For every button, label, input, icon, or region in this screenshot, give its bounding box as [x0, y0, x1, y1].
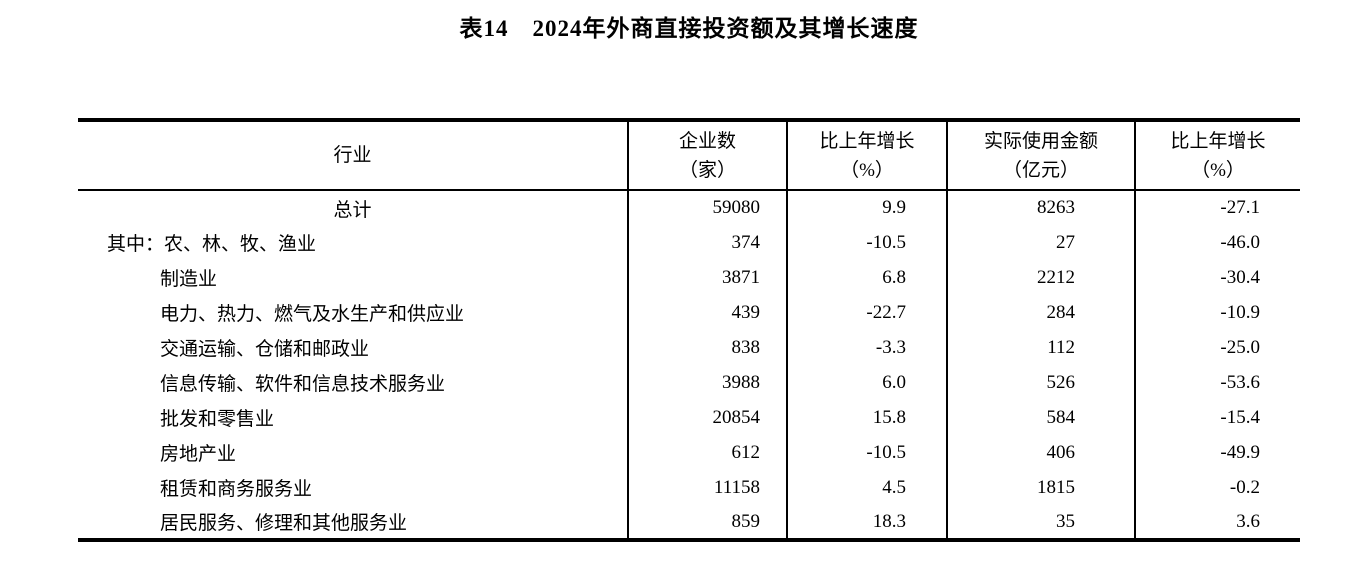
industry-label: 信息传输、软件和信息技术服务业	[160, 374, 446, 395]
industry-label: 其中：农、林、牧、渔业	[107, 234, 317, 255]
value-cell: -15.4	[1134, 400, 1300, 435]
value-cell: 838	[627, 330, 787, 365]
value-cell: 406	[946, 435, 1135, 470]
industry-label: 居民服务、修理和其他服务业	[160, 513, 408, 534]
table-header: 行业 企业数 （家） 比上年增长 （%） 实际使用金额 （亿元） 比上年增长 （%）	[78, 120, 1300, 191]
header-label-line2: （亿元）	[1002, 159, 1079, 181]
value-cell: -3.3	[786, 330, 947, 365]
value-cell: 9.9	[786, 190, 947, 225]
value-cell: -22.7	[786, 295, 947, 330]
value-cell: 112	[946, 330, 1135, 365]
table-row: 批发和零售业 20854 15.8 584 -15.4	[78, 400, 1300, 435]
table-row: 交通运输、仓储和邮政业 838 -3.3 112 -25.0	[78, 330, 1300, 365]
value-cell: 35	[946, 505, 1135, 540]
value-cell: 284	[946, 295, 1135, 330]
header-label-line1: 企业数	[678, 130, 736, 152]
value-cell: 584	[946, 400, 1135, 435]
value-cell: 439	[627, 295, 787, 330]
industry-label: 批发和零售业	[160, 409, 275, 430]
value-cell: 15.8	[786, 400, 947, 435]
col-header-enterprise-count: 企业数 （家）	[627, 120, 787, 191]
value-cell: 3988	[627, 365, 787, 400]
header-row: 行业 企业数 （家） 比上年增长 （%） 实际使用金额 （亿元） 比上年增长 （%）	[78, 120, 1300, 191]
value-cell: -27.1	[1134, 190, 1300, 225]
value-cell: 1815	[946, 470, 1135, 505]
industry-label: 制造业	[160, 269, 218, 290]
header-label-line2: （%）	[840, 159, 894, 181]
value-cell: -10.9	[1134, 295, 1300, 330]
industry-label: 总计	[333, 199, 372, 221]
header-label-line1: 比上年增长	[819, 130, 915, 152]
value-cell: 27	[946, 225, 1135, 260]
fdi-table: 行业 企业数 （家） 比上年增长 （%） 实际使用金额 （亿元） 比上年增长 （%） 总计 590…	[78, 118, 1300, 542]
value-cell: -49.9	[1134, 435, 1300, 470]
value-cell: -0.2	[1134, 470, 1300, 505]
value-cell: 2212	[946, 260, 1135, 295]
col-header-amount-growth: 比上年增长 （%）	[1134, 120, 1300, 191]
value-cell: 8263	[946, 190, 1135, 225]
industry-label: 电力、热力、燃气及水生产和供应业	[160, 304, 465, 325]
value-cell: -10.5	[786, 435, 947, 470]
table-body: 总计 59080 9.9 8263 -27.1 其中：农、林、牧、渔业 374 -10.5 27…	[78, 190, 1300, 540]
value-cell: -46.0	[1134, 225, 1300, 260]
industry-label: 交通运输、仓储和邮政业	[160, 339, 370, 360]
table-row: 制造业 3871 6.8 2212 -30.4	[78, 260, 1300, 295]
value-cell: 374	[627, 225, 787, 260]
header-label-line1: 实际使用金额	[983, 130, 1098, 152]
value-cell: 3.6	[1134, 505, 1300, 540]
table-row: 其中：农、林、牧、渔业 374 -10.5 27 -46.0	[78, 225, 1300, 260]
header-label-line2: （家）	[678, 159, 736, 181]
value-cell: 6.8	[786, 260, 947, 295]
value-cell: 4.5	[786, 470, 947, 505]
table-row: 房地产业 612 -10.5 406 -49.9	[78, 435, 1300, 470]
value-cell: 612	[627, 435, 787, 470]
value-cell: 20854	[627, 400, 787, 435]
table-title: 表14 2024年外商直接投资额及其增长速度	[459, 16, 919, 41]
table-row: 信息传输、软件和信息技术服务业 3988 6.0 526 -53.6	[78, 365, 1300, 400]
value-cell: 3871	[627, 260, 787, 295]
header-label-line1: 行业	[333, 145, 372, 166]
value-cell: -30.4	[1134, 260, 1300, 295]
col-header-industry: 行业	[78, 120, 628, 191]
table-row: 总计 59080 9.9 8263 -27.1	[78, 190, 1300, 225]
value-cell: 859	[627, 505, 787, 540]
industry-label: 租赁和商务服务业	[160, 479, 313, 500]
table-row: 居民服务、修理和其他服务业 859 18.3 35 3.6	[78, 505, 1300, 540]
value-cell: 18.3	[786, 505, 947, 540]
value-cell: 11158	[627, 470, 787, 505]
col-header-enterprise-growth: 比上年增长 （%）	[786, 120, 947, 191]
col-header-amount-used: 实际使用金额 （亿元）	[946, 120, 1135, 191]
value-cell: -10.5	[786, 225, 947, 260]
value-cell: -53.6	[1134, 365, 1300, 400]
value-cell: -25.0	[1134, 330, 1300, 365]
table-row: 租赁和商务服务业 11158 4.5 1815 -0.2	[78, 470, 1300, 505]
header-label-line2: （%）	[1191, 159, 1245, 181]
table-row: 电力、热力、燃气及水生产和供应业 439 -22.7 284 -10.9	[78, 295, 1300, 330]
value-cell: 526	[946, 365, 1135, 400]
value-cell: 59080	[627, 190, 787, 225]
header-label-line1: 比上年增长	[1170, 130, 1266, 152]
page: 表14 2024年外商直接投资额及其增长速度 行业 企业数 （家） 比上年增长 （%） 实…	[78, 0, 1300, 542]
industry-label: 房地产业	[160, 444, 237, 465]
value-cell: 6.0	[786, 365, 947, 400]
